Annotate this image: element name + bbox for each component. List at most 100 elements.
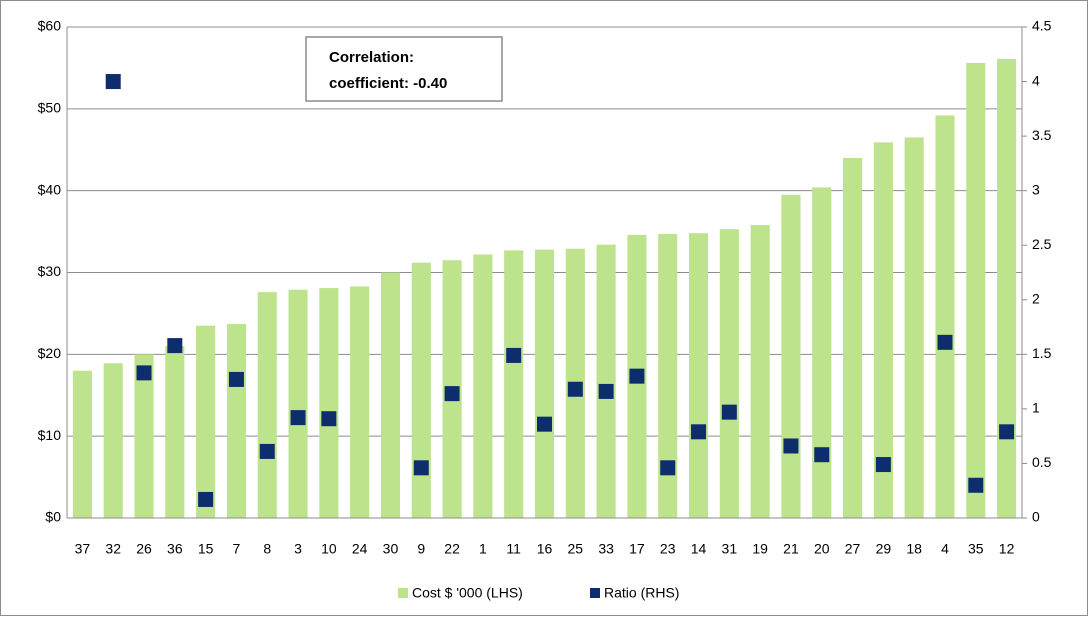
x-tick-label: 4	[941, 541, 949, 557]
bar	[72, 370, 92, 518]
bar	[966, 63, 986, 519]
x-tick-label: 26	[136, 541, 152, 557]
y2-tick-label: 0.5	[1032, 454, 1052, 470]
x-tick-label: 27	[845, 541, 861, 557]
marker	[783, 438, 799, 454]
bar	[843, 157, 863, 518]
y2-tick-label: 3	[1032, 181, 1040, 197]
marker	[537, 416, 552, 432]
x-tick-label: 29	[876, 541, 892, 557]
y-tick-label: $40	[38, 181, 62, 197]
marker	[567, 381, 583, 397]
marker	[629, 368, 645, 384]
marker	[691, 424, 707, 440]
bar	[473, 254, 493, 518]
legend-label: Cost $ '000 (LHS)	[412, 585, 523, 601]
y2-tick-label: 4.5	[1032, 18, 1052, 34]
x-tick-label: 35	[968, 541, 984, 557]
y2-tick-label: 4	[1032, 72, 1040, 88]
annotation: coefficient: -0.40	[329, 75, 447, 92]
y2-tick-label: 3.5	[1032, 127, 1052, 143]
x-tick-label: 10	[321, 541, 337, 557]
y2-tick-label: 2	[1032, 290, 1040, 306]
x-tick-label: 22	[444, 541, 460, 557]
marker	[444, 386, 460, 402]
bar	[411, 262, 431, 518]
y-tick-label: $50	[38, 100, 62, 116]
bar	[935, 115, 955, 518]
x-tick-label: 19	[752, 541, 768, 557]
bar	[226, 324, 246, 518]
x-tick-label: 37	[75, 541, 91, 557]
bar	[196, 325, 216, 518]
bar	[904, 137, 924, 518]
marker	[721, 404, 737, 420]
x-tick-label: 16	[537, 541, 553, 557]
bar	[257, 292, 277, 518]
marker	[999, 424, 1015, 440]
x-tick-label: 11	[506, 541, 521, 557]
bar	[134, 354, 154, 518]
y2-tick-label: 0	[1032, 509, 1040, 525]
y-tick-label: $10	[38, 427, 62, 443]
marker	[167, 338, 183, 354]
bar	[380, 272, 401, 518]
annotation-box	[305, 36, 503, 102]
marker	[413, 460, 429, 476]
legend-swatch	[398, 588, 408, 598]
marker	[290, 410, 306, 426]
marker	[321, 411, 337, 427]
bar	[596, 244, 616, 518]
y-tick-label: $0	[45, 509, 61, 525]
y2-tick-label: 2.5	[1032, 236, 1052, 252]
bar	[997, 58, 1017, 518]
x-tick-label: 3	[294, 541, 302, 557]
legend-label: Ratio (RHS)	[604, 585, 679, 601]
x-tick-label: 32	[105, 541, 121, 557]
bar	[658, 234, 678, 518]
marker	[598, 383, 614, 399]
marker	[968, 477, 984, 493]
marker	[105, 74, 121, 90]
bar	[103, 363, 123, 518]
x-tick-label: 31	[722, 541, 738, 557]
y2-tick-label: 1	[1032, 400, 1040, 416]
legend-swatch	[590, 588, 600, 598]
bar	[504, 250, 524, 518]
x-tick-label: 23	[660, 541, 676, 557]
x-tick-label: 14	[691, 541, 707, 557]
marker	[937, 334, 953, 350]
marker	[259, 443, 275, 459]
x-tick-label: 17	[629, 541, 645, 557]
x-tick-label: 36	[167, 541, 183, 557]
y-tick-label: $60	[38, 18, 62, 34]
bar	[873, 142, 893, 518]
x-tick-label: 8	[263, 541, 271, 557]
bar	[534, 249, 555, 518]
bar	[781, 194, 801, 518]
marker	[228, 371, 244, 387]
marker	[506, 347, 522, 363]
bar	[688, 233, 709, 518]
marker	[875, 457, 891, 473]
y2-tick-label: 1.5	[1032, 345, 1052, 361]
x-tick-label: 15	[198, 541, 214, 557]
bar	[812, 187, 832, 519]
bar	[165, 346, 185, 518]
marker	[660, 460, 676, 476]
x-tick-label: 12	[999, 541, 1015, 557]
x-tick-label: 33	[598, 541, 614, 557]
x-tick-label: 25	[568, 541, 584, 557]
x-tick-label: 30	[383, 541, 399, 557]
y-tick-label: $30	[38, 263, 62, 279]
marker	[814, 447, 830, 463]
bar	[750, 225, 770, 518]
x-tick-label: 1	[479, 541, 487, 557]
y-tick-label: $20	[38, 345, 62, 361]
bar	[719, 229, 739, 518]
annotation: Correlation:	[329, 49, 414, 66]
x-tick-label: 18	[906, 541, 922, 557]
x-tick-label: 20	[814, 541, 830, 557]
